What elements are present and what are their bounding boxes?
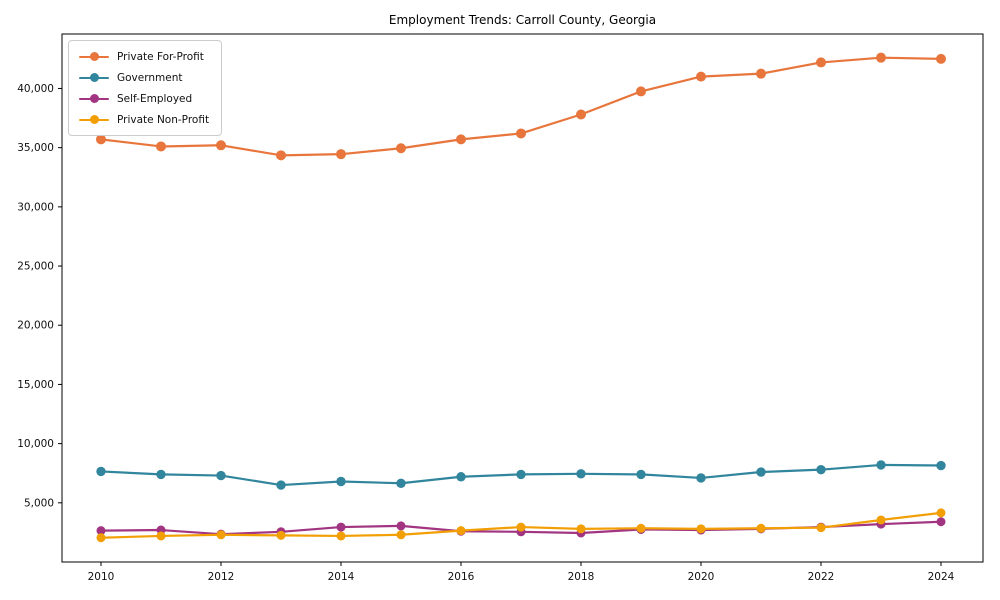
x-tick-label: 2012 — [208, 571, 235, 583]
data-point-marker — [876, 52, 886, 63]
data-point-marker — [576, 469, 586, 479]
data-point-marker — [96, 134, 106, 145]
data-point-marker — [156, 469, 166, 480]
x-tick-label: 2020 — [688, 571, 715, 583]
data-point-marker — [96, 533, 106, 543]
y-tick-label: 35,000 — [17, 142, 54, 154]
legend-label: Government — [117, 71, 183, 84]
legend-item-private-for-profit: Private For-Profit — [79, 49, 209, 64]
plot-frame — [61, 33, 984, 563]
data-point-marker — [876, 460, 886, 470]
data-point-marker — [636, 523, 646, 533]
data-point-marker — [936, 53, 946, 64]
data-point-marker — [336, 476, 346, 487]
legend-label: Private Non-Profit — [117, 113, 210, 126]
data-point-marker — [456, 526, 466, 536]
data-point-marker — [816, 464, 826, 475]
data-point-marker — [336, 149, 346, 160]
data-point-marker — [636, 86, 646, 97]
data-point-marker — [396, 521, 406, 531]
data-point-marker — [156, 531, 166, 541]
data-point-marker — [696, 71, 706, 82]
y-axis: 5,000 10,000 15,000 20,000 25,000 30,000 35,00… — [17, 83, 62, 509]
y-tick-label: 25,000 — [17, 261, 54, 273]
data-point-marker — [576, 524, 586, 534]
y-tick-label: 5,000 — [24, 497, 54, 509]
data-point-marker — [456, 134, 466, 145]
x-tick-label: 2022 — [808, 571, 835, 583]
legend-item-self-employed: Self-Employed — [79, 91, 209, 106]
x-tick-label: 2016 — [448, 571, 475, 583]
data-point-marker — [816, 523, 826, 533]
data-point-marker — [276, 530, 286, 540]
data-point-marker — [396, 478, 406, 488]
data-point-marker — [816, 57, 826, 68]
data-point-marker — [756, 68, 766, 79]
y-tick-label: 10,000 — [17, 438, 54, 450]
data-point-marker — [936, 460, 946, 471]
x-axis: 2010 2012 2014 2016 2018 2020 2022 2024 — [88, 562, 955, 583]
legend-item-private-non-profit: Private Non-Profit — [79, 112, 209, 127]
data-point-marker — [636, 469, 646, 480]
data-point-marker — [216, 140, 226, 151]
x-tick-label: 2010 — [88, 571, 115, 583]
data-point-marker — [756, 467, 766, 477]
series-private-non-profit — [96, 508, 946, 543]
series-government — [96, 460, 946, 490]
data-point-marker — [516, 522, 526, 532]
data-point-marker — [756, 523, 766, 533]
x-tick-label: 2018 — [568, 571, 595, 583]
legend: Private For-Profit Government Self-Emplo… — [68, 40, 223, 136]
data-point-marker — [216, 530, 226, 540]
data-point-marker — [396, 143, 406, 154]
data-point-marker — [276, 150, 286, 161]
data-point-marker — [336, 531, 346, 541]
line-dot-marker-icon — [79, 73, 109, 83]
data-point-marker — [696, 524, 706, 534]
series-line — [99, 56, 943, 157]
y-tick-label: 30,000 — [17, 201, 54, 213]
y-tick-label: 20,000 — [17, 320, 54, 332]
series-private-for-profit — [96, 52, 946, 161]
data-point-marker — [516, 469, 526, 480]
x-tick-label: 2024 — [928, 571, 955, 583]
chart-title: Employment Trends: Carroll County, Georg… — [388, 13, 657, 27]
data-point-marker — [456, 472, 466, 482]
data-point-marker — [396, 530, 406, 540]
data-point-marker — [216, 470, 226, 481]
legend-item-government: Government — [79, 70, 209, 85]
data-point-marker — [696, 473, 706, 483]
data-point-marker — [576, 109, 586, 120]
line-dot-marker-icon — [79, 115, 109, 125]
data-point-marker — [876, 515, 886, 525]
line-dot-marker-icon — [79, 94, 109, 104]
data-point-marker — [936, 517, 946, 527]
data-point-marker — [336, 522, 346, 532]
data-point-marker — [96, 526, 106, 536]
data-point-marker — [276, 480, 286, 490]
y-tick-label: 40,000 — [17, 83, 54, 95]
legend-label: Self-Employed — [117, 92, 193, 105]
legend-label: Private For-Profit — [117, 50, 204, 63]
data-point-marker — [96, 466, 106, 477]
data-point-marker — [156, 141, 166, 152]
data-point-marker — [516, 128, 526, 139]
x-tick-label: 2014 — [328, 571, 355, 583]
y-tick-label: 15,000 — [17, 379, 54, 391]
line-dot-marker-icon — [79, 52, 109, 62]
data-point-marker — [936, 508, 946, 518]
